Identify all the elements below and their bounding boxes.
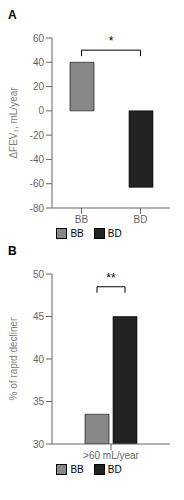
html-text:BD: BD: [107, 464, 122, 475]
svg-text:60: 60: [33, 33, 45, 44]
html-text:BB: BB: [70, 228, 84, 239]
html-text:BB: BB: [70, 464, 84, 475]
svg-text:35: 35: [33, 396, 45, 407]
html-text:A: A: [8, 8, 17, 22]
svg-text:BB: BB: [75, 214, 89, 225]
html-text:BD: BD: [107, 228, 122, 239]
svg-text:>60 mL/year: >60 mL/year: [83, 450, 140, 461]
svg-text:*: *: [109, 34, 114, 48]
svg-text:**: **: [106, 271, 116, 285]
svg-text:-80: -80: [30, 203, 45, 214]
svg-text:45: 45: [33, 311, 45, 322]
svg-text:0: 0: [38, 105, 44, 116]
svg-text:ΔFEV₁, mL/year: ΔFEV₁, mL/year: [8, 87, 19, 159]
svg-text:50: 50: [33, 269, 45, 280]
svg-text:20: 20: [33, 81, 45, 92]
svg-text:-20: -20: [30, 130, 45, 141]
html-text:B: B: [8, 244, 17, 258]
svg-text:40: 40: [33, 57, 45, 68]
svg-text:-60: -60: [30, 178, 45, 189]
svg-text:40: 40: [33, 354, 45, 365]
svg-text:% of rapid decliner: % of rapid decliner: [8, 317, 19, 400]
svg-text:30: 30: [33, 439, 45, 450]
svg-text:-40: -40: [30, 154, 45, 165]
svg-text:BD: BD: [134, 214, 148, 225]
